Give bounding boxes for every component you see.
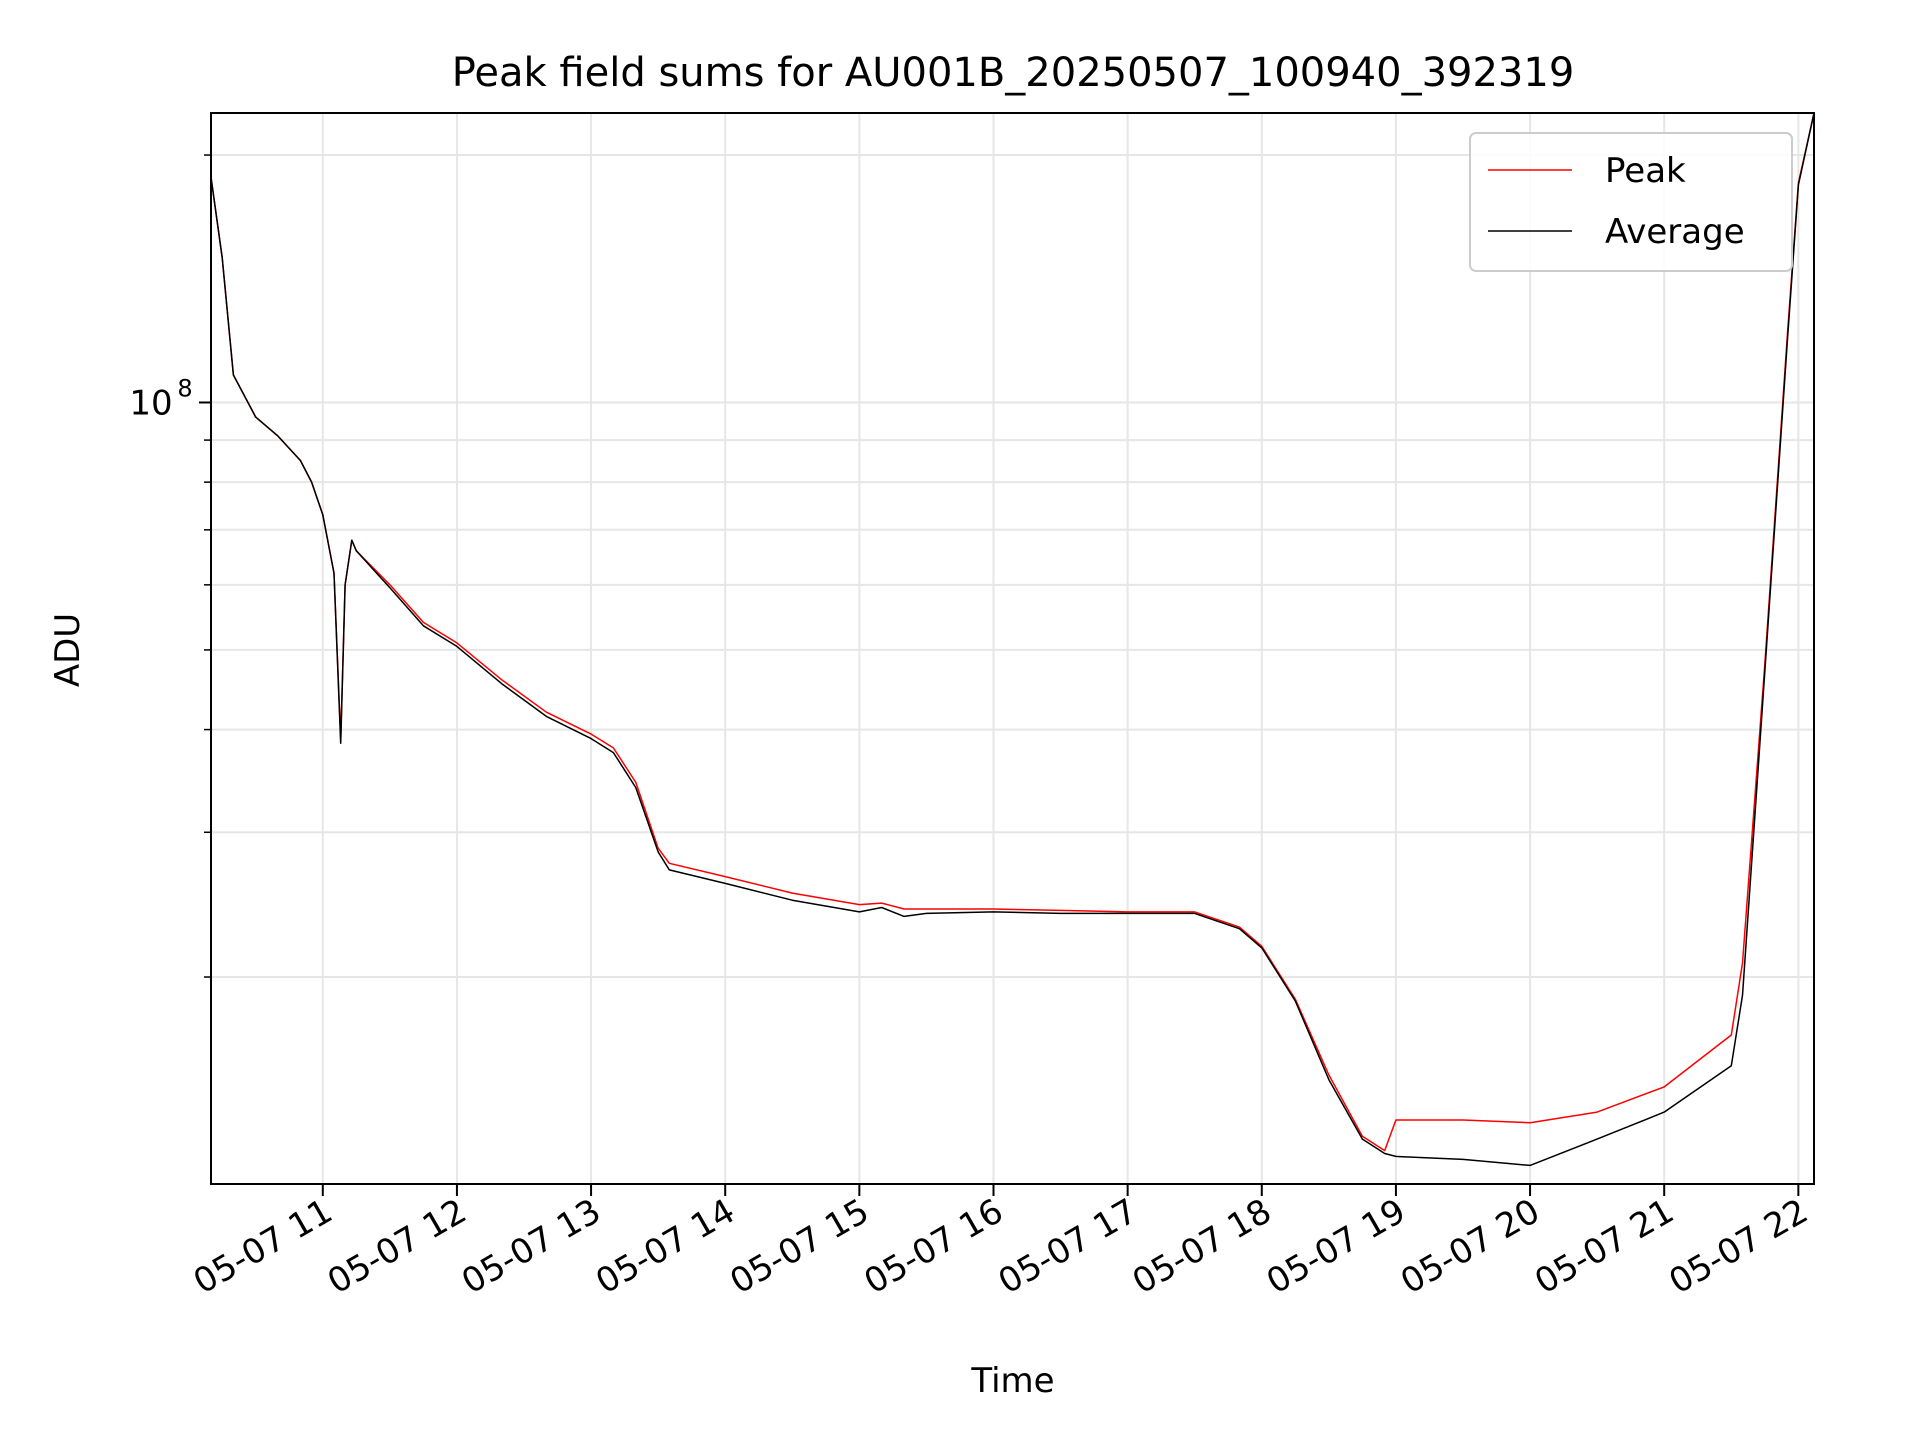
x-tick-label: 05-07 12: [321, 1191, 473, 1302]
legend-box: [1469, 132, 1793, 272]
x-tick-label: 05-07 16: [858, 1191, 1010, 1302]
series-group: [210, 112, 1815, 1167]
x-tick-label: 05-07 15: [723, 1191, 875, 1302]
x-tick-label: 05-07 20: [1394, 1191, 1546, 1302]
x-tick-label: 05-07 19: [1260, 1191, 1412, 1302]
grid-lines: [211, 113, 1814, 1184]
x-tick-label: 05-07 13: [455, 1191, 607, 1302]
x-tick-label: 05-07 18: [1126, 1191, 1278, 1302]
x-axis-label: Time: [970, 1361, 1054, 1401]
x-tick-label: 05-07 17: [992, 1191, 1144, 1302]
series-line-average: [210, 112, 1815, 1167]
chart-title: Peak field sums for AU001B_20250507_1009…: [452, 50, 1575, 96]
legend-average-label: Average: [1605, 212, 1745, 252]
x-tick-label: 05-07 11: [187, 1191, 339, 1302]
plot-frame: [210, 112, 1815, 1185]
legend: Peak Average: [1469, 132, 1793, 272]
x-tick-label: 05-07 22: [1662, 1191, 1814, 1302]
legend-peak-label: Peak: [1605, 151, 1686, 191]
y-tick-label-exponent: 8: [177, 374, 192, 402]
x-tick-label: 05-07 21: [1528, 1191, 1680, 1302]
y-axis: 10 8: [129, 154, 211, 978]
x-tick-label: 05-07 14: [589, 1191, 741, 1302]
y-axis-label: ADU: [48, 613, 88, 687]
y-tick-label: 10: [129, 383, 172, 423]
